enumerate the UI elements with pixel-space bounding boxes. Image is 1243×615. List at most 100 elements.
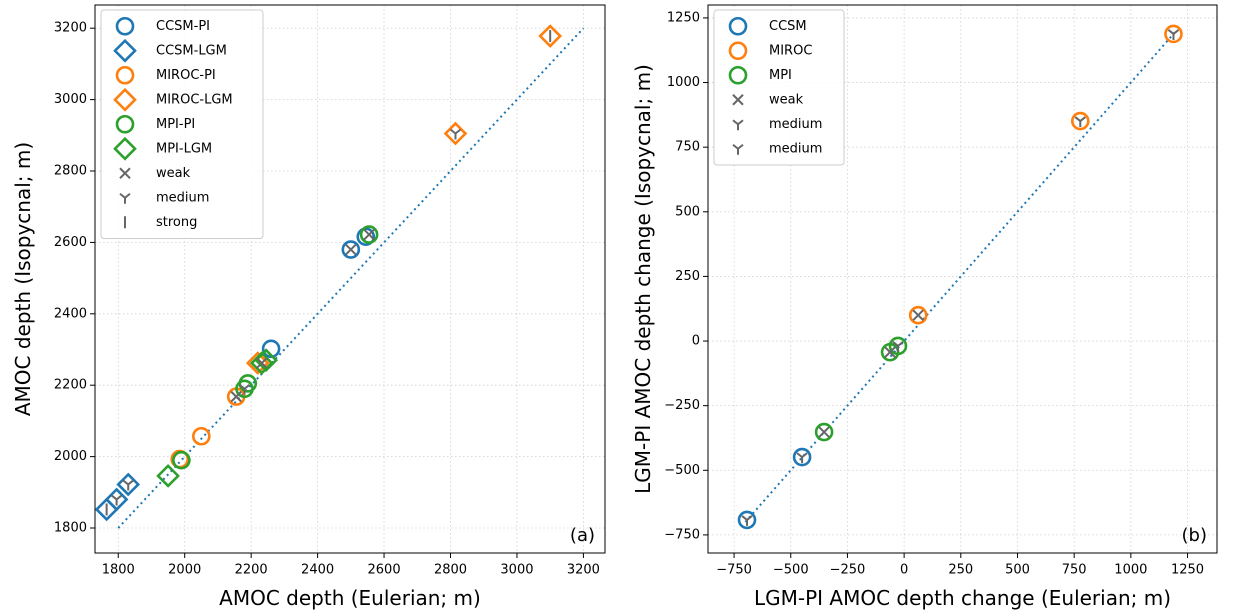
scatter-point — [737, 510, 757, 530]
y-axis-label: AMOC depth (Isopycnal; m) — [11, 142, 35, 416]
scatter-point — [1164, 24, 1183, 44]
y-tick-label: 2000 — [54, 449, 87, 464]
scatter-point — [116, 472, 141, 497]
y-tick-label: 250 — [675, 269, 700, 284]
legend-label: MPI-LGM — [156, 141, 212, 156]
legend-marker — [115, 115, 135, 134]
y-tick-label: −750 — [664, 527, 700, 542]
legend-label: weak — [769, 92, 804, 107]
scatter-point — [880, 342, 900, 362]
legend-label: CCSM-LGM — [156, 43, 227, 58]
scatter-point — [1074, 116, 1086, 128]
scatter-point — [1167, 29, 1180, 40]
legend-marker — [113, 87, 137, 112]
x-axis-label: AMOC depth (Eulerian; m) — [219, 586, 481, 610]
scatter-point — [359, 225, 379, 244]
x-tick-label: −250 — [830, 563, 866, 578]
scatter-point — [908, 305, 928, 325]
scatter-point — [888, 336, 908, 356]
legend-marker — [115, 66, 135, 85]
legend-marker — [115, 17, 135, 36]
scatter-point — [538, 24, 563, 48]
y-tick-label: 3000 — [54, 92, 87, 107]
x-tick-label: 3200 — [567, 563, 600, 578]
x-tick-label: 250 — [948, 563, 973, 578]
y-tick-label: 1800 — [54, 521, 87, 536]
y-tick-label: 0 — [692, 334, 700, 349]
x-tick-label: 2000 — [168, 563, 201, 578]
scatter-point — [230, 390, 242, 403]
scatter-point — [884, 346, 896, 358]
y-tick-label: 2800 — [54, 164, 87, 179]
x-tick-label: 2800 — [434, 563, 467, 578]
legend-label: medium — [769, 141, 822, 156]
y-tick-label: −250 — [664, 398, 700, 413]
scatter-point — [912, 309, 924, 321]
scatter-point — [818, 426, 830, 438]
legend-label: strong — [156, 215, 197, 230]
scatter-point — [443, 121, 468, 146]
legend-label: MIROC — [769, 43, 812, 58]
scatter-point — [122, 479, 134, 491]
legend-marker — [113, 136, 137, 161]
legend-label: medium — [156, 190, 209, 205]
y-tick-label: 2200 — [54, 378, 87, 393]
plot-frame — [94, 4, 606, 554]
scatter-point — [238, 383, 251, 395]
x-tick-label: 0 — [900, 563, 908, 578]
scatter-point — [363, 228, 375, 241]
x-tick-label: 3000 — [500, 563, 533, 578]
y-tick-label: 1000 — [667, 75, 700, 90]
legend-marker — [728, 66, 748, 85]
x-tick-label: 750 — [1062, 563, 1087, 578]
legend-label: weak — [156, 166, 191, 181]
one-to-one-line — [117, 27, 585, 529]
y-tick-label: 500 — [675, 204, 700, 219]
y-tick-label: 750 — [675, 140, 700, 155]
legend-marker — [732, 94, 744, 106]
x-tick-label: 2200 — [235, 563, 268, 578]
x-tick-label: 1250 — [1171, 563, 1204, 578]
scatter-point — [256, 357, 268, 369]
legend-marker — [119, 192, 131, 204]
y-axis-label: LGM-PI AMOC depth change (Isopycnal; m) — [631, 64, 655, 494]
y-tick-label: −500 — [664, 463, 700, 478]
legend-marker — [113, 38, 137, 63]
scatter-point — [792, 447, 812, 467]
scatter-point — [341, 240, 361, 259]
legend-marker — [119, 167, 131, 179]
legend-label: MPI — [769, 68, 792, 83]
x-tick-label: 1000 — [1114, 563, 1147, 578]
panel-label: (a) — [570, 525, 595, 546]
x-tick-label: 1800 — [102, 563, 135, 578]
legend-marker — [728, 17, 748, 36]
plot-frame — [707, 4, 1218, 554]
legend-box — [100, 9, 264, 239]
legend-marker — [732, 143, 744, 155]
scatter-point — [261, 339, 281, 359]
x-axis-label: LGM-PI AMOC depth change (Eulerian; m) — [754, 586, 1171, 610]
legend-label: MIROC-PI — [156, 68, 216, 83]
legend-label: CCSM-PI — [156, 19, 210, 34]
legend-label: CCSM — [769, 19, 807, 34]
x-tick-label: −500 — [773, 563, 809, 578]
scatter-point — [892, 341, 904, 352]
x-tick-label: 2600 — [368, 563, 401, 578]
y-tick-label: 2400 — [54, 306, 87, 321]
x-tick-label: 500 — [1005, 563, 1030, 578]
scatter-point — [345, 243, 357, 256]
scatter-point — [172, 450, 191, 470]
scatter-point — [254, 348, 278, 373]
x-tick-label: −750 — [716, 563, 752, 578]
scatter-point — [1070, 111, 1090, 131]
scatter-point — [238, 374, 258, 393]
scatter-point — [104, 487, 129, 512]
y-tick-label: 3200 — [54, 21, 87, 36]
legend-label: MIROC-LGM — [156, 92, 233, 107]
scatter-point — [796, 452, 808, 464]
legend-marker — [728, 41, 748, 60]
scatter-point — [192, 427, 211, 446]
scatter-point — [741, 515, 753, 526]
y-tick-label: 2600 — [54, 235, 87, 250]
